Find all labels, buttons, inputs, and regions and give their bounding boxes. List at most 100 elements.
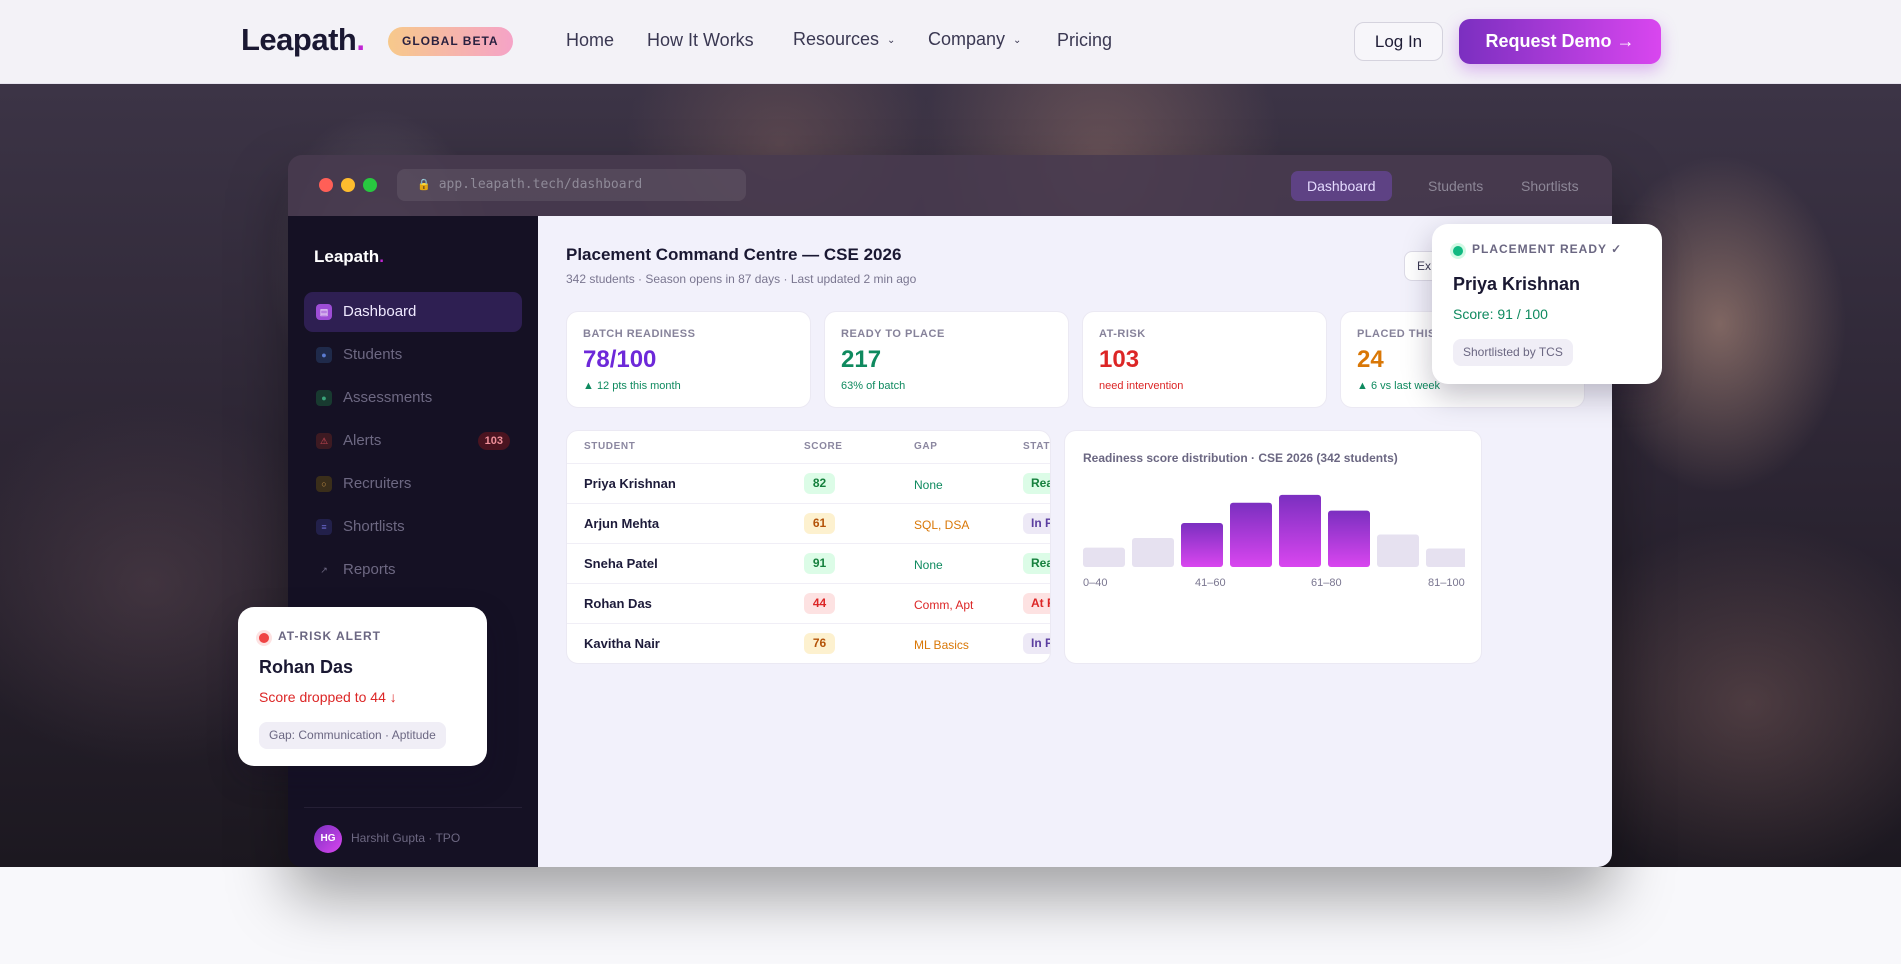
shortlisted-chip: Shortlisted by TCS bbox=[1453, 339, 1573, 366]
kpi-note: ▲ 12 pts this month bbox=[583, 380, 681, 392]
login-button[interactable]: Log In bbox=[1354, 22, 1443, 61]
gap-text: SQL, DSA bbox=[914, 518, 970, 532]
chart-bar[interactable] bbox=[1132, 537, 1174, 567]
at-risk-alert-card[interactable]: AT-RISK ALERT Rohan Das Score dropped to… bbox=[238, 607, 487, 766]
gap-text: None bbox=[914, 558, 943, 572]
kpi-card-at-risk: AT-RISK 103 need intervention bbox=[1082, 311, 1327, 408]
sidebar-divider bbox=[304, 807, 522, 808]
shortlists-icon: ≡ bbox=[316, 519, 332, 535]
alert-icon: ⚠ bbox=[316, 433, 332, 449]
chart-plot: 0–40 41–60 61–80 81–100 bbox=[1083, 494, 1465, 589]
column-header-student[interactable]: STUDENT bbox=[584, 441, 636, 452]
students-icon: ● bbox=[316, 347, 332, 363]
student-name: Rohan Das bbox=[584, 596, 652, 611]
score-badge: 61 bbox=[804, 513, 835, 534]
chart-bar[interactable] bbox=[1230, 502, 1272, 567]
student-name: Kavitha Nair bbox=[584, 636, 660, 651]
status-badge: At Risk bbox=[1023, 593, 1050, 614]
chart-bar[interactable] bbox=[1279, 494, 1321, 567]
chevron-down-icon: ⌄ bbox=[887, 34, 896, 46]
students-table: STUDENT SCORE GAP STATUS Priya Krishnan 8… bbox=[566, 430, 1051, 664]
sidebar-logo[interactable]: Leapath. bbox=[314, 247, 384, 266]
global-beta-badge: GLOBAL BETA bbox=[388, 27, 513, 56]
tab-shortlists[interactable]: Shortlists bbox=[1521, 178, 1579, 194]
gap-text: Comm, Apt bbox=[914, 598, 974, 612]
table-row[interactable]: Sneha Patel 91 None Ready bbox=[567, 543, 1050, 583]
sidebar-item-assessments[interactable]: ● Assessments bbox=[304, 378, 522, 418]
chart-bar[interactable] bbox=[1083, 547, 1125, 567]
ready-student-name: Priya Krishnan bbox=[1453, 274, 1581, 294]
assessments-icon: ● bbox=[316, 390, 332, 406]
sidebar-item-label: Recruiters bbox=[343, 475, 412, 492]
column-header-gap[interactable]: GAP bbox=[914, 441, 938, 452]
user-avatar[interactable]: HG bbox=[314, 825, 342, 853]
sidebar-item-alerts[interactable]: ⚠ Alerts 103 bbox=[304, 421, 522, 461]
sidebar-item-label: Reports bbox=[343, 561, 396, 578]
student-name: Arjun Mehta bbox=[584, 516, 660, 531]
alert-gap-chip: Gap: Communication · Aptitude bbox=[259, 722, 446, 749]
tab-dashboard[interactable]: Dashboard bbox=[1291, 171, 1392, 201]
gap-text: ML Basics bbox=[914, 638, 969, 652]
sidebar-item-label: Students bbox=[343, 346, 403, 363]
url-bar[interactable]: 🔒 app.leapath.tech/dashboard bbox=[397, 169, 746, 201]
sidebar-item-shortlists[interactable]: ≡ Shortlists bbox=[304, 507, 522, 547]
maximize-window-icon[interactable] bbox=[363, 178, 377, 192]
tab-students[interactable]: Students bbox=[1428, 178, 1484, 194]
brand-logo[interactable]: Leapath. bbox=[241, 22, 365, 57]
table-row[interactable]: Priya Krishnan 82 None Ready bbox=[567, 463, 1050, 503]
nav-link-pricing[interactable]: Pricing bbox=[1057, 30, 1113, 50]
sidebar-item-label: Shortlists bbox=[343, 518, 405, 535]
column-header-score[interactable]: SCORE bbox=[804, 441, 843, 452]
dashboard-icon: ▤ bbox=[316, 304, 332, 320]
gap-text: None bbox=[914, 478, 943, 492]
kpi-value: 24 bbox=[1357, 346, 1384, 373]
top-navbar: Leapath. GLOBAL BETA Home How It Works R… bbox=[0, 0, 1901, 84]
chart-bar[interactable] bbox=[1181, 523, 1223, 567]
close-window-icon[interactable] bbox=[319, 178, 333, 192]
request-demo-button[interactable]: Request Demo → bbox=[1459, 19, 1661, 64]
chart-bar[interactable] bbox=[1377, 534, 1419, 567]
kpi-label: READY TO PLACE bbox=[841, 328, 945, 340]
page-subtitle: 342 students · Season opens in 87 days ·… bbox=[566, 272, 917, 286]
alert-student-name: Rohan Das bbox=[259, 657, 354, 677]
table-row[interactable]: Kavitha Nair 76 ML Basics In Progress bbox=[567, 623, 1050, 663]
kpi-value: 78/100 bbox=[583, 346, 657, 373]
nav-link-how-it-works[interactable]: How It Works bbox=[647, 30, 754, 50]
kpi-value: 217 bbox=[841, 346, 882, 373]
reports-icon: ↗ bbox=[320, 565, 328, 575]
nav-link-home[interactable]: Home bbox=[566, 30, 615, 50]
table-row[interactable]: Rohan Das 44 Comm, Apt At Risk bbox=[567, 583, 1050, 623]
chart-bar[interactable] bbox=[1328, 510, 1370, 567]
kpi-label: PLACED THIS bbox=[1357, 328, 1436, 340]
table-row[interactable]: Arjun Mehta 61 SQL, DSA In Progress bbox=[567, 503, 1050, 543]
score-badge: 91 bbox=[804, 553, 835, 574]
nav-link-company[interactable]: Company ⌄ bbox=[928, 29, 1022, 49]
alerts-count-badge: 103 bbox=[477, 432, 510, 450]
chart-bar[interactable] bbox=[1426, 548, 1465, 567]
kpi-card-batch-readiness: BATCH READINESS 78/100 ▲ 12 pts this mon… bbox=[566, 311, 811, 408]
ready-status-dot bbox=[1453, 246, 1463, 256]
kpi-note: 63% of batch bbox=[841, 380, 906, 392]
placement-ready-card[interactable]: PLACEMENT READY ✓ Priya Krishnan Score: … bbox=[1432, 224, 1662, 384]
minimize-window-icon[interactable] bbox=[341, 178, 355, 192]
ready-card-heading: PLACEMENT READY ✓ bbox=[1472, 242, 1623, 256]
window-titlebar: 🔒 app.leapath.tech/dashboard Dashboard St… bbox=[288, 155, 1612, 216]
nav-link-resources[interactable]: Resources ⌄ bbox=[793, 29, 896, 49]
app-preview-window: 🔒 app.leapath.tech/dashboard Dashboard St… bbox=[288, 155, 1612, 867]
status-badge: In Progress bbox=[1023, 513, 1050, 534]
sidebar-item-recruiters[interactable]: ○ Recruiters bbox=[304, 464, 522, 504]
kpi-note: need intervention bbox=[1099, 380, 1184, 392]
sidebar-item-dashboard[interactable]: ▤ Dashboard bbox=[304, 292, 522, 332]
alert-score-change: Score dropped to 44 ↓ bbox=[259, 689, 397, 705]
score-badge: 76 bbox=[804, 633, 835, 654]
status-badge: Ready bbox=[1023, 473, 1050, 494]
lock-icon: 🔒 bbox=[417, 178, 431, 191]
score-badge: 44 bbox=[804, 593, 835, 614]
sidebar-item-students[interactable]: ● Students bbox=[304, 335, 522, 375]
kpi-note: ▲ 6 vs last week bbox=[1357, 380, 1441, 392]
kpi-card-ready-to-place: READY TO PLACE 217 63% of batch bbox=[824, 311, 1069, 408]
sidebar: Leapath. ▤ Dashboard ● Students ● Assess… bbox=[288, 216, 538, 867]
column-header-status[interactable]: STATUS bbox=[1023, 441, 1051, 452]
status-badge: Ready bbox=[1023, 553, 1050, 574]
sidebar-item-reports[interactable]: ↗ Reports bbox=[304, 550, 522, 590]
